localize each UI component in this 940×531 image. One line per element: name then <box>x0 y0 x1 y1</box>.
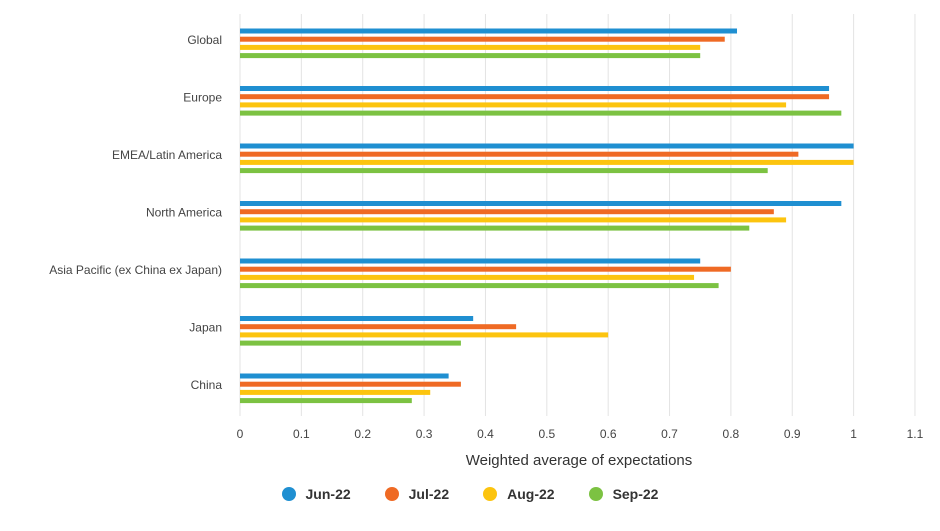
bar[interactable] <box>240 44 701 50</box>
bar[interactable] <box>240 159 854 165</box>
x-tick-label: 0.3 <box>416 427 433 441</box>
bar[interactable] <box>240 143 854 149</box>
bar[interactable] <box>240 283 719 289</box>
legend-marker-icon <box>384 487 399 501</box>
bar[interactable] <box>240 36 725 42</box>
category-label: Global <box>187 33 222 47</box>
bar[interactable] <box>240 258 701 264</box>
legend-marker-icon <box>281 487 296 501</box>
bar[interactable] <box>240 151 799 157</box>
bar[interactable] <box>240 266 731 272</box>
bar[interactable] <box>240 316 474 321</box>
x-tick-label: 1.1 <box>907 427 924 441</box>
bar[interactable] <box>240 225 750 231</box>
category-label: North America <box>146 206 222 220</box>
category-label: China <box>191 378 223 392</box>
category-labels: Global Europe EMEA/Latin America North Amer… <box>49 33 222 392</box>
x-tick-label: 0.1 <box>293 427 310 441</box>
x-tick-label: 0.6 <box>600 427 617 441</box>
bar[interactable] <box>240 373 449 379</box>
category-label: EMEA/Latin America <box>112 148 222 162</box>
x-tick-label: 1 <box>850 427 857 441</box>
bar[interactable] <box>240 94 830 100</box>
bar[interactable] <box>240 398 412 404</box>
gridlines <box>239 14 916 416</box>
x-tick-label: 0.7 <box>661 427 678 441</box>
bar[interactable] <box>240 28 738 34</box>
bar[interactable] <box>240 332 609 338</box>
legend-marker-icon <box>483 487 498 501</box>
x-tick-label: 0.2 <box>354 427 371 441</box>
legend-marker-icon <box>588 487 603 501</box>
legend-item[interactable]: Aug-22 <box>483 486 555 502</box>
x-tick-labels: 0 0.1 0.2 0.3 0.4 0.5 0.6 0.7 0.8 0.9 1 1.1 <box>237 427 924 441</box>
bar-chart: Global Europe EMEA/Latin America North Amer… <box>49 14 924 469</box>
bar[interactable] <box>240 217 787 223</box>
bar[interactable] <box>240 209 774 215</box>
bars <box>240 28 854 404</box>
bar[interactable] <box>240 274 695 280</box>
legend-item[interactable]: Jun-22 <box>281 486 351 502</box>
legend-label: Sep-22 <box>612 486 659 502</box>
legend-label: Aug-22 <box>507 486 555 502</box>
bar[interactable] <box>240 381 461 387</box>
bar[interactable] <box>240 86 830 91</box>
category-label: Asia Pacific (ex China ex Japan) <box>49 263 222 277</box>
legend-item[interactable]: Sep-22 <box>588 486 659 502</box>
bar[interactable] <box>240 102 787 108</box>
bar[interactable] <box>240 201 842 206</box>
x-tick-label: 0.9 <box>784 427 801 441</box>
x-tick-label: 0.4 <box>477 427 494 441</box>
bar[interactable] <box>240 324 517 330</box>
x-tick-label: 0.5 <box>538 427 555 441</box>
category-label: Europe <box>183 91 222 105</box>
legend: Jun-22 Jul-22 Aug-22 Sep-22 <box>0 486 940 502</box>
bar[interactable] <box>240 340 461 346</box>
legend-label: Jul-22 <box>408 486 450 502</box>
category-label: Japan <box>189 321 222 335</box>
x-tick-label: 0.8 <box>723 427 740 441</box>
x-axis-title: Weighted average of expectations <box>466 452 693 469</box>
legend-item[interactable]: Jul-22 <box>384 486 450 502</box>
bar[interactable] <box>240 389 431 395</box>
bar[interactable] <box>240 53 701 59</box>
bar[interactable] <box>240 168 768 174</box>
legend-label: Jun-22 <box>305 486 351 502</box>
x-tick-label: 0 <box>237 427 244 441</box>
bar[interactable] <box>240 110 842 116</box>
